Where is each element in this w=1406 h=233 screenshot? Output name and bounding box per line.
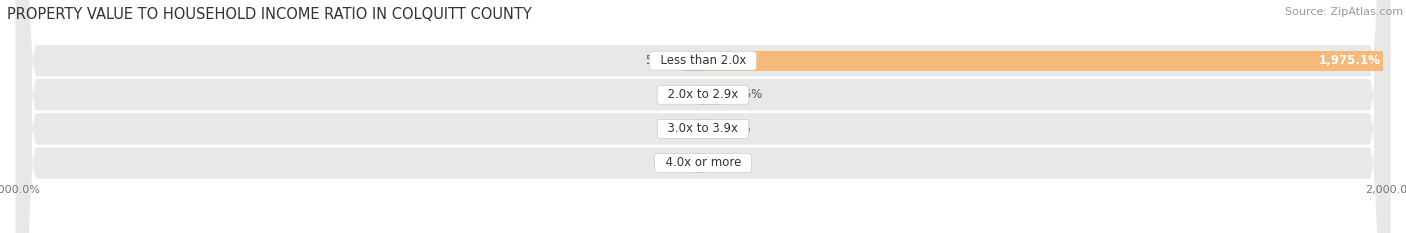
Text: 2.0x to 2.9x: 2.0x to 2.9x xyxy=(661,88,745,101)
Text: 9.6%: 9.6% xyxy=(666,122,697,135)
Bar xyxy=(700,119,703,139)
Text: 22.1%: 22.1% xyxy=(713,122,751,135)
Text: 4.0x or more: 4.0x or more xyxy=(658,157,748,169)
Text: 53.8%: 53.8% xyxy=(645,54,682,67)
Bar xyxy=(703,119,710,139)
Text: 11.7%: 11.7% xyxy=(659,88,696,101)
Text: Less than 2.0x: Less than 2.0x xyxy=(652,54,754,67)
Text: 3.0x to 3.9x: 3.0x to 3.9x xyxy=(661,122,745,135)
Text: Source: ZipAtlas.com: Source: ZipAtlas.com xyxy=(1285,7,1403,17)
Bar xyxy=(695,153,703,173)
Bar xyxy=(703,153,706,173)
Text: 9.1%: 9.1% xyxy=(709,157,738,169)
Bar xyxy=(699,85,703,105)
FancyBboxPatch shape xyxy=(15,0,1391,233)
FancyBboxPatch shape xyxy=(15,0,1391,233)
Text: PROPERTY VALUE TO HOUSEHOLD INCOME RATIO IN COLQUITT COUNTY: PROPERTY VALUE TO HOUSEHOLD INCOME RATIO… xyxy=(7,7,531,22)
Text: 57.6%: 57.6% xyxy=(725,88,763,101)
Text: 23.0%: 23.0% xyxy=(655,157,692,169)
FancyBboxPatch shape xyxy=(15,0,1391,233)
FancyBboxPatch shape xyxy=(15,0,1391,233)
Bar xyxy=(685,51,703,71)
Text: 1,975.1%: 1,975.1% xyxy=(1319,54,1381,67)
Bar xyxy=(703,85,723,105)
Bar xyxy=(703,51,1384,71)
